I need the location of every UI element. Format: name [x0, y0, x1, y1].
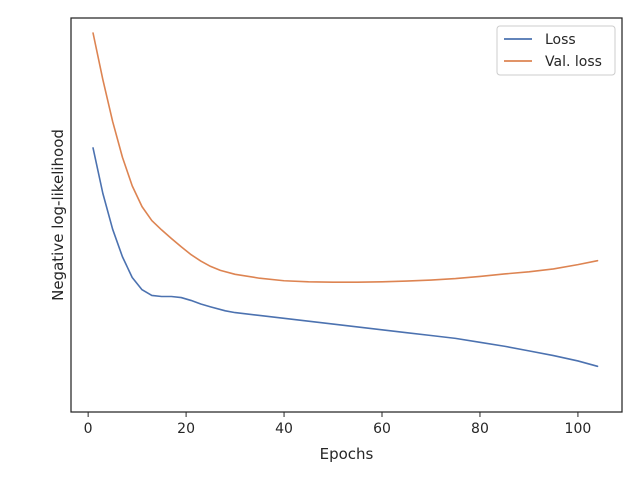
axes: 0 20 40 60 80 100	[70, 17, 623, 437]
legend: Loss Val. loss	[496, 25, 616, 76]
x-tick-label: 80	[471, 421, 489, 437]
x-axis-label: Epochs	[320, 445, 374, 463]
x-tick-label: 60	[373, 421, 391, 437]
plot-frame	[70, 17, 623, 413]
x-tick-label: 100	[565, 421, 592, 437]
y-axis-label: Negative log-likelihood	[49, 129, 67, 301]
legend-label-0: Loss	[545, 32, 576, 48]
plot-area	[92, 32, 599, 368]
legend-label-1: Val. loss	[545, 54, 602, 70]
x-tick-label: 0	[84, 421, 93, 437]
x-tick-label: 20	[177, 421, 195, 437]
series-line-0	[92, 147, 599, 368]
x-tick-label: 40	[275, 421, 293, 437]
series-line-1	[92, 32, 599, 283]
